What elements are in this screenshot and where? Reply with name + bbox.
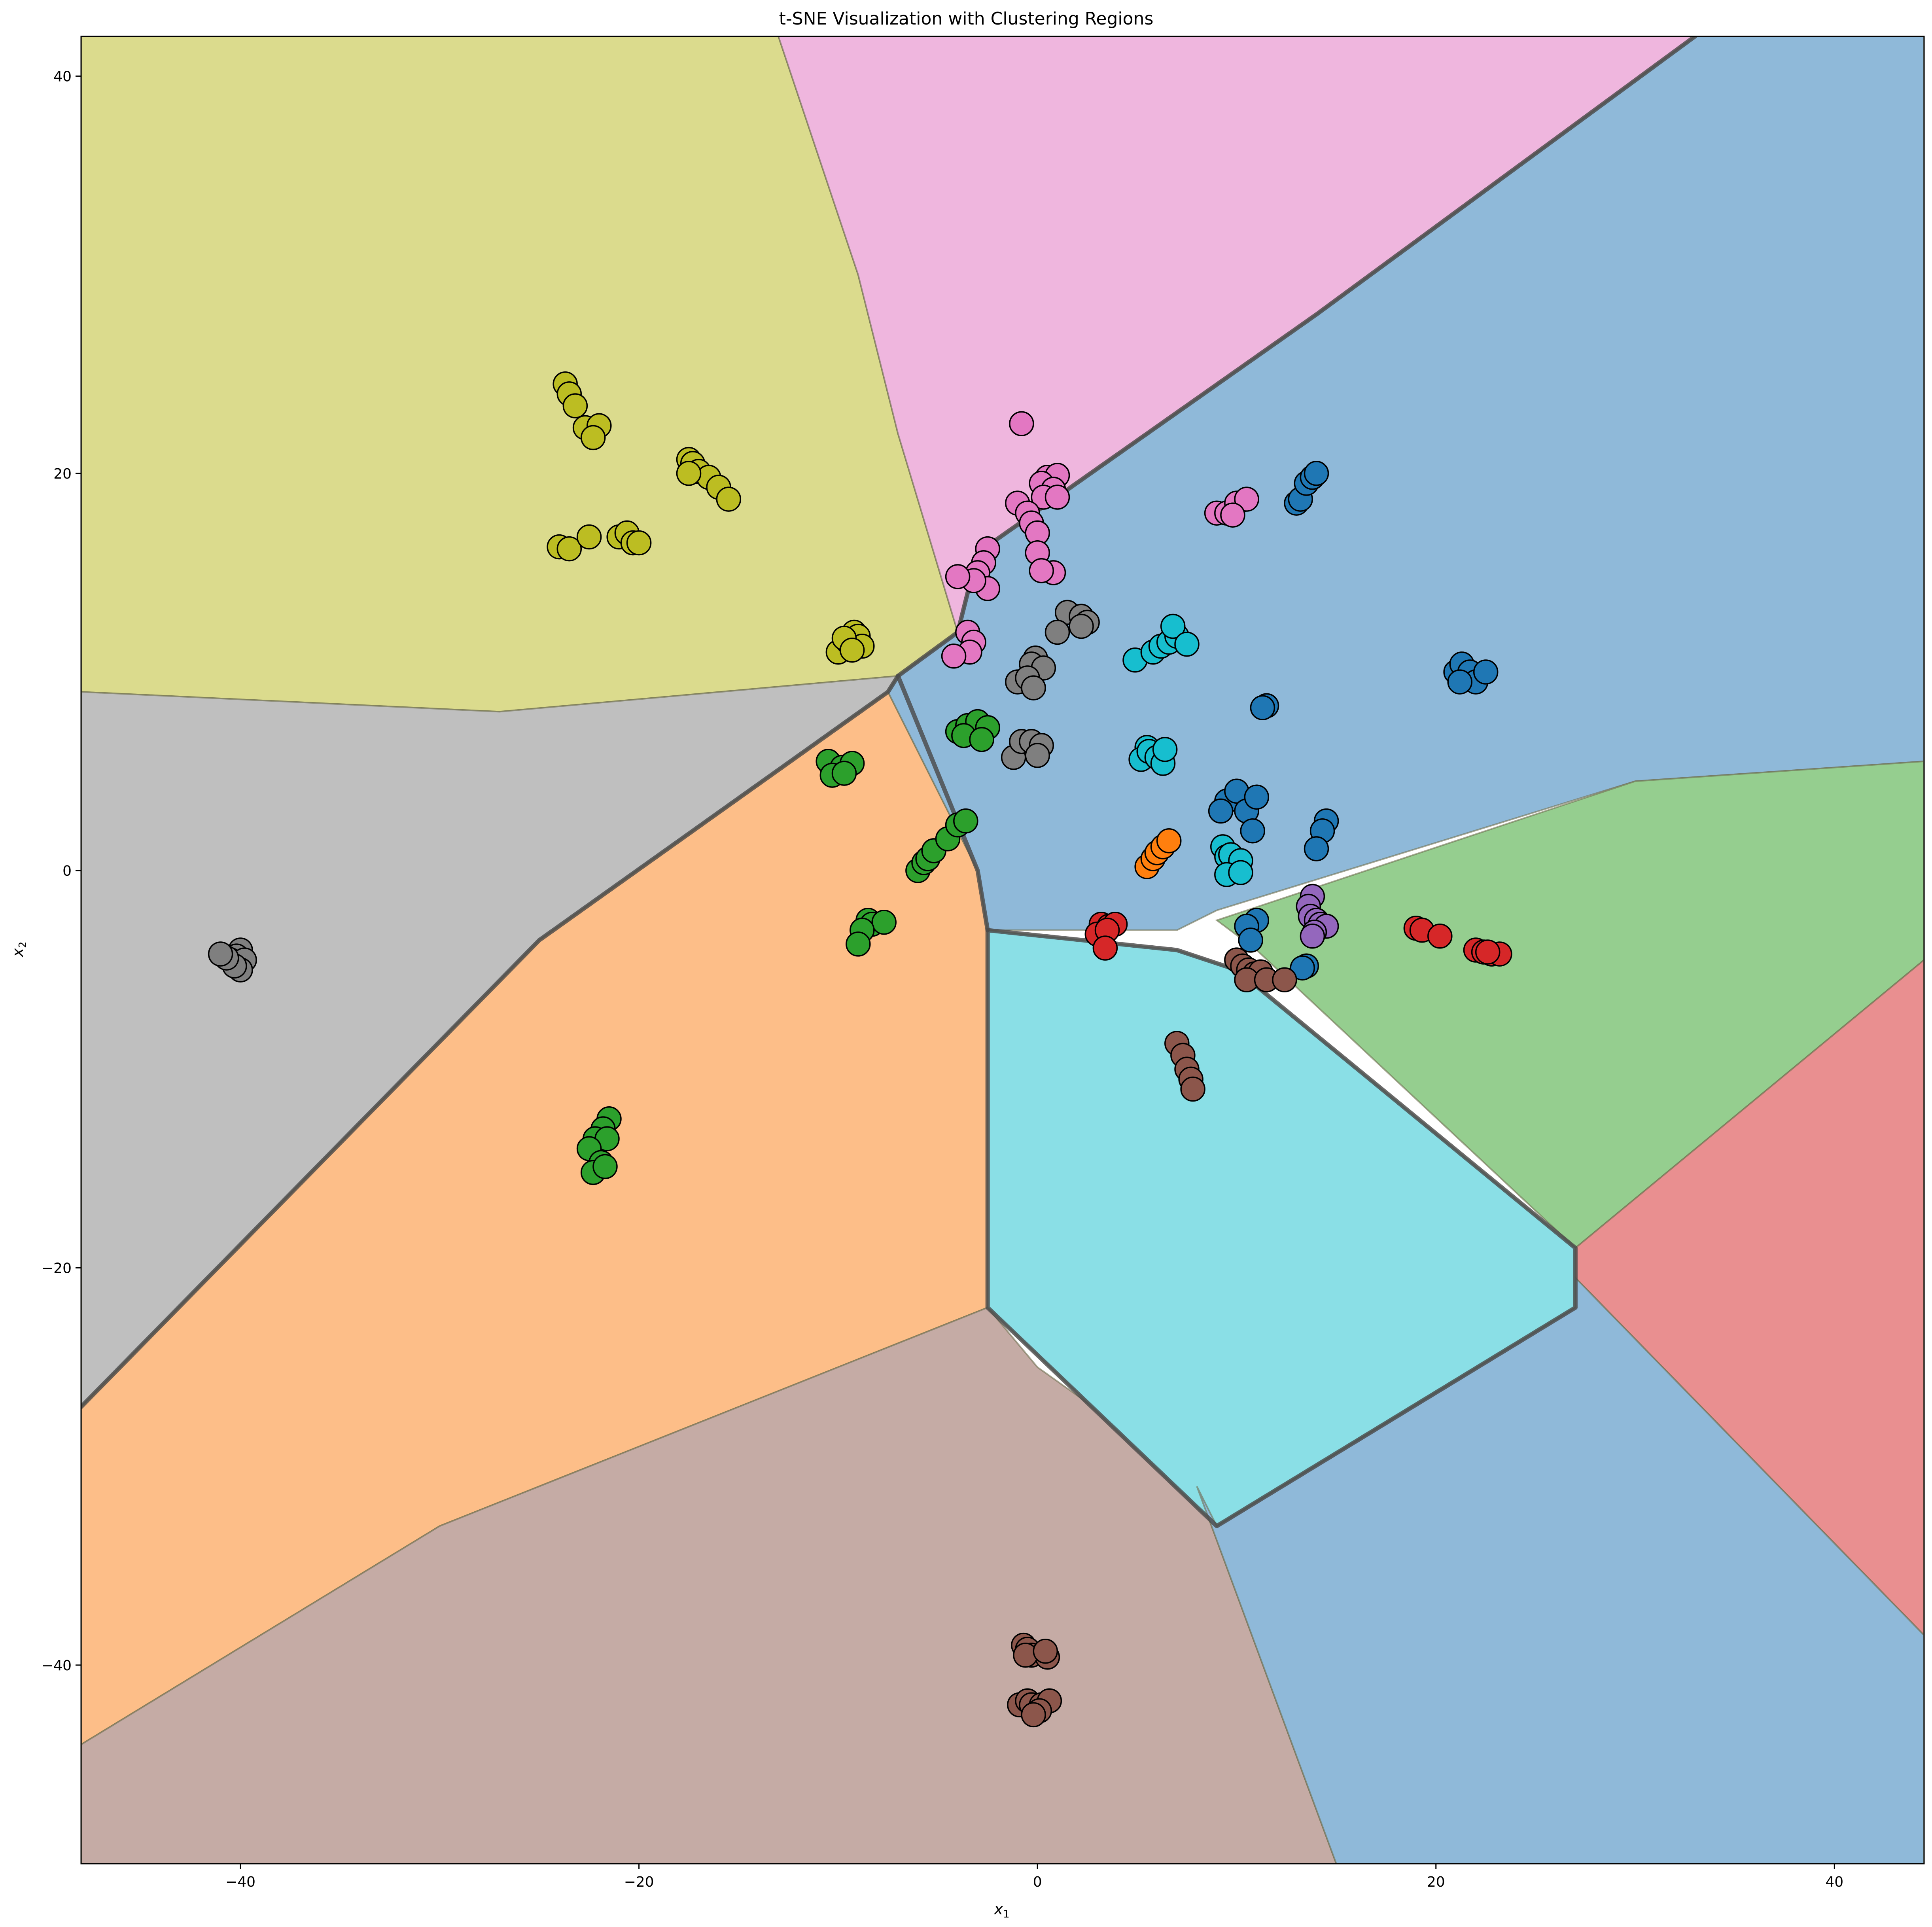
scatter-point-s3-8 (1427, 924, 1453, 949)
scatter-point-s5-25 (1021, 1702, 1046, 1728)
y-tick-label: 40 (53, 68, 72, 85)
x-axis-label: x1 (993, 1900, 1009, 1920)
x-tick-label: −20 (624, 1874, 654, 1890)
scatter-point-s7-23 (208, 941, 233, 967)
y-axis-label-subscript: 2 (17, 941, 29, 948)
scatter-point-s0-14 (1208, 798, 1234, 824)
scatter-point-s0-4 (1304, 461, 1329, 486)
y-axis-ticks: −40 −20 0 20 40 (42, 68, 81, 1674)
plot-frame (80, 36, 1925, 1865)
scatter-point-s6-19 (945, 564, 971, 589)
scatter-point-s6-28 (1220, 502, 1245, 528)
cluster-regions (81, 36, 1924, 1864)
x-tick-label: −40 (225, 1874, 255, 1890)
scatter-point-s5-7 (1272, 967, 1297, 993)
scatter-point-s0-9 (1473, 659, 1499, 685)
scatter-point-s1-4 (1156, 828, 1182, 854)
scatter-point-s6-27 (1234, 486, 1259, 512)
plot-area (81, 36, 1924, 1864)
scatter-point-s7-4 (1069, 613, 1094, 639)
y-tick-label: 20 (53, 466, 72, 482)
scatter-point-s6-6 (1045, 485, 1070, 510)
scatter-point-s2-30 (592, 1154, 618, 1179)
scatter-point-s6-0 (1009, 411, 1034, 436)
scatter-point-s0-10 (1447, 669, 1472, 695)
scatter-point-s3-13 (1475, 939, 1501, 965)
scatter-point-s5-12 (1180, 1076, 1205, 1102)
x-axis-ticks: −40 −20 0 20 40 (225, 1864, 1843, 1890)
x-axis-label-base: x (993, 1900, 1003, 1918)
x-tick-label: 20 (1427, 1874, 1445, 1890)
scatter-point-s0-26 (1290, 955, 1315, 981)
y-axis-label: x2 (9, 941, 29, 957)
x-axis-label-subscript: 1 (1003, 1908, 1010, 1920)
scatter-point-s2-20 (871, 909, 897, 935)
scatter-point-s2-17 (953, 808, 978, 834)
chart-title: t-SNE Visualization with Clustering Regi… (779, 9, 1154, 29)
scatter-point-s2-22 (846, 931, 871, 957)
region-boundary-1 (896, 674, 990, 933)
y-tick-label: 0 (62, 863, 72, 879)
scatter-point-s4-7 (1300, 924, 1325, 949)
x-tick-label: 40 (1825, 1874, 1843, 1890)
scatter-point-s7-3 (1045, 619, 1070, 645)
region-boundary-0 (81, 630, 960, 1409)
scatter-point-s0-18 (1240, 818, 1265, 844)
scatter-point-s9-12 (1152, 737, 1178, 762)
scatter-point-s8-2 (562, 393, 588, 418)
scatter-point-s6-23 (941, 644, 967, 669)
scatter-point-s8-11 (716, 486, 742, 512)
y-tick-label: −20 (42, 1260, 72, 1276)
region-boundaries (81, 36, 1697, 1528)
scatter-point-s9-6 (1174, 631, 1200, 657)
region-boundary-3 (985, 928, 1578, 1528)
scatter-point-s8-15 (576, 524, 602, 550)
y-tick-label: −40 (42, 1658, 72, 1674)
scatter-point-s0-17 (1244, 784, 1270, 810)
scatter-point-s9-18 (1228, 860, 1253, 885)
scatter-point-s6-13 (1029, 558, 1054, 583)
scatter-point-s9-5 (1160, 613, 1186, 639)
scatter-point-s3-5 (1092, 935, 1118, 961)
scatter-point-s8-12 (676, 461, 702, 486)
scatter-point-s0-21 (1304, 836, 1329, 861)
scatter-point-s8-26 (839, 637, 865, 663)
y-axis-label-base: x (9, 948, 26, 958)
scatter-point-s8-14 (556, 536, 582, 562)
scatter-point-s5-18 (1033, 1638, 1058, 1664)
data-points (208, 371, 1512, 1728)
scatter-point-s0-12 (1250, 695, 1275, 721)
scatter-point-s8-19 (626, 530, 652, 556)
region-boundary-2 (956, 36, 1697, 634)
scatter-point-s0-24 (1238, 928, 1263, 953)
scatter-point-s2-10 (831, 761, 857, 786)
scatter-point-s7-10 (1021, 675, 1046, 700)
scatter-point-s7-15 (1025, 743, 1050, 768)
scatter-point-s2-5 (969, 727, 994, 752)
scatter-point-s8-5 (580, 425, 606, 451)
x-tick-label: 0 (1033, 1874, 1042, 1890)
